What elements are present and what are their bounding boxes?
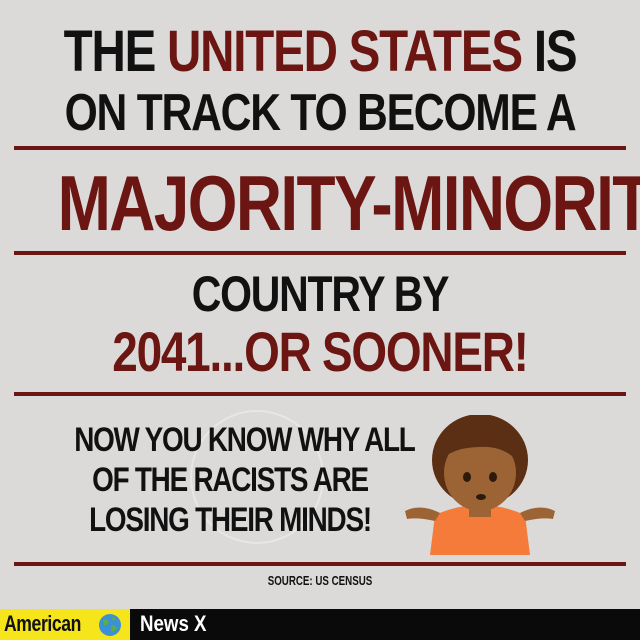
country-by-line: COUNTRY BY [191, 266, 450, 322]
title-line-1: THE UNITED STATES IS [58, 18, 583, 85]
poster: THE UNITED STATES IS ON TRACK TO BECOME … [14, 18, 640, 588]
body-line-3: LOSING THEIR MINDS! [89, 501, 372, 539]
faint-circle-decoration [190, 410, 324, 544]
body-line-2: OF THE RACISTS ARE [92, 461, 369, 499]
network-text: News X [140, 611, 207, 636]
network-label[interactable]: News X [130, 609, 640, 640]
divider [14, 251, 626, 255]
year-line: 2041...OR SOONER! [112, 320, 529, 383]
body-line-1: NOW YOU KNOW WHY ALL [74, 421, 416, 459]
divider [14, 146, 626, 150]
globe-icon [99, 614, 121, 636]
footer-bar: American News X [0, 609, 640, 640]
brand-label[interactable]: American [0, 609, 130, 640]
divider [14, 392, 626, 396]
title-united-states: UNITED STATES [167, 19, 523, 84]
source-caption: SOURCE: US CENSUS [267, 573, 373, 588]
title-line-2: ON TRACK TO BECOME A [64, 84, 577, 142]
person-shrugging-icon [405, 415, 555, 555]
headline: MAJORITY-MINORITY [57, 159, 640, 247]
title-is: IS [533, 19, 578, 84]
title-the: THE [63, 19, 157, 84]
divider [14, 562, 626, 566]
brand-text: American [4, 611, 82, 636]
body-text: NOW YOU KNOW WHY ALL OF THE RACISTS ARE … [40, 420, 420, 540]
